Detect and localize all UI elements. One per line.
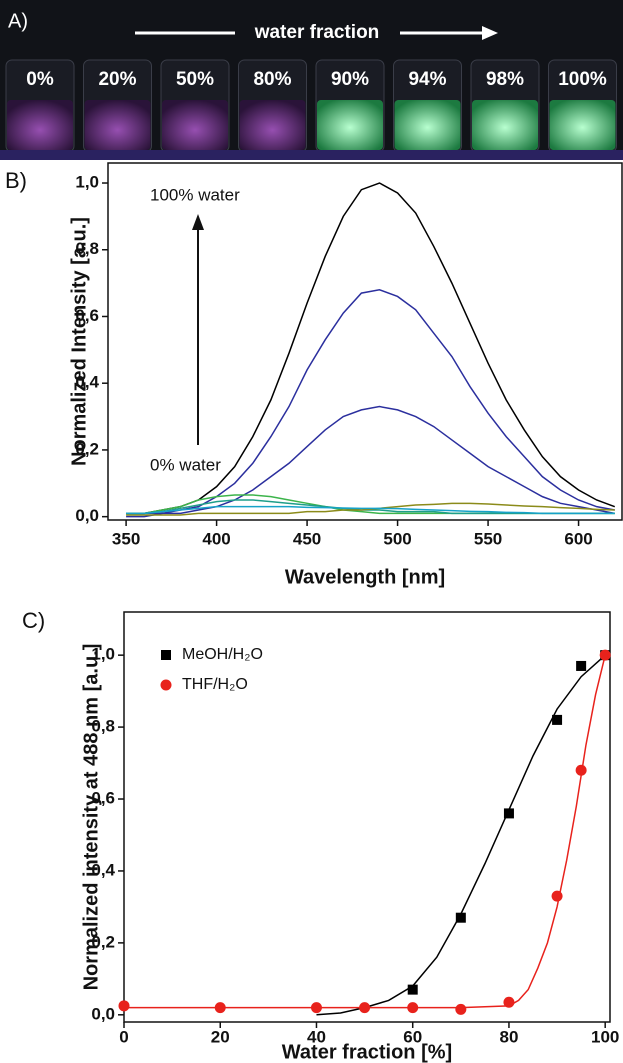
x-tick-label: 500: [383, 529, 411, 548]
sample-label: 20%: [98, 69, 136, 90]
x-tick-label: 40: [307, 1027, 326, 1046]
arrow-head: [192, 214, 204, 230]
point: [407, 984, 418, 995]
annotation: 0% water: [150, 455, 221, 474]
vial-liquid: [317, 100, 383, 150]
point: [503, 808, 514, 819]
y-tick-label: 0,8: [91, 717, 115, 736]
point: [310, 1002, 322, 1014]
sample-label: 100%: [558, 69, 607, 90]
plot-area: [126, 182, 616, 518]
vial-liquid: [549, 100, 616, 150]
vial-liquid: [472, 100, 538, 150]
y-tick-label: 0,2: [75, 439, 99, 458]
legend-label: THF/H₂O: [182, 676, 248, 693]
caption: water fraction: [254, 22, 380, 43]
legend-label: MeOH/H₂O: [182, 646, 263, 663]
point: [359, 1002, 371, 1014]
x-tick-label: 20: [211, 1027, 230, 1046]
y-axis-label: Normalized intensity at 488 nm [a.u.]: [80, 644, 102, 991]
data-line: [126, 502, 615, 516]
data-line: [126, 505, 615, 515]
x-axis-label: Water fraction [%]: [282, 1041, 452, 1063]
x-axis-label: Wavelength [nm]: [285, 566, 445, 588]
x-tick-label: 450: [293, 529, 321, 548]
legend-marker: [161, 650, 171, 660]
point: [576, 660, 587, 671]
panel-label: B): [5, 168, 27, 193]
plot-frame: [123, 611, 611, 1023]
y-tick-label: 0,6: [91, 789, 115, 808]
sample-label: 98%: [486, 69, 524, 90]
photo-layer: [0, 59, 623, 160]
y-tick-label: 0,0: [75, 506, 99, 525]
point: [575, 764, 587, 776]
y-tick-label: 0,4: [75, 373, 99, 392]
y-tick-label: 0,2: [91, 932, 115, 951]
point: [551, 890, 563, 902]
point: [214, 1002, 226, 1014]
sample-label: 94%: [408, 69, 446, 90]
sample-label: 50%: [176, 69, 214, 90]
x-tick-label: 550: [474, 529, 502, 548]
base: [0, 150, 623, 160]
plot-frame: [107, 162, 623, 521]
sample-label: 0%: [26, 69, 54, 90]
y-tick-label: 1,0: [91, 645, 115, 664]
vial-liquid: [394, 100, 461, 150]
x-tick-label: 600: [564, 529, 592, 548]
arrow-head: [482, 26, 498, 40]
y-tick-label: 0,4: [91, 860, 115, 879]
x-tick-label: 60: [403, 1027, 422, 1046]
y-tick-label: 1,0: [75, 173, 99, 192]
y-tick-label: 0,6: [75, 306, 99, 325]
sample-label: 90%: [331, 69, 369, 90]
panel-label: A): [8, 10, 28, 32]
data-line: [126, 405, 615, 518]
x-tick-label: 0: [119, 1027, 128, 1046]
legend-marker: [160, 679, 172, 691]
y-axis-label: Normalized Intensity [a.u.]: [68, 217, 90, 466]
annotation: 100% water: [150, 185, 240, 204]
data-line: [316, 654, 606, 1016]
sample-label: 80%: [253, 69, 291, 90]
data-line: [124, 654, 606, 1009]
point: [118, 1000, 130, 1012]
data-line: [126, 182, 616, 515]
point: [552, 714, 563, 725]
x-tick-label: 400: [202, 529, 230, 548]
point: [455, 912, 466, 923]
plot-area: [124, 654, 606, 1016]
y-tick-label: 0,0: [91, 1004, 115, 1023]
vial-liquid: [239, 100, 306, 150]
vial-liquid: [7, 100, 73, 150]
data-line: [126, 289, 615, 515]
y-tick-label: 0,8: [75, 239, 99, 258]
point: [599, 649, 611, 661]
x-tick-label: 80: [499, 1027, 518, 1046]
vial-liquid: [162, 100, 228, 150]
panel-label: C): [22, 608, 45, 633]
point: [455, 1003, 467, 1015]
x-tick-label: 350: [112, 529, 140, 548]
point: [503, 996, 515, 1008]
x-tick-label: 100: [591, 1027, 619, 1046]
vial-liquid: [84, 100, 151, 150]
point: [407, 1002, 419, 1014]
